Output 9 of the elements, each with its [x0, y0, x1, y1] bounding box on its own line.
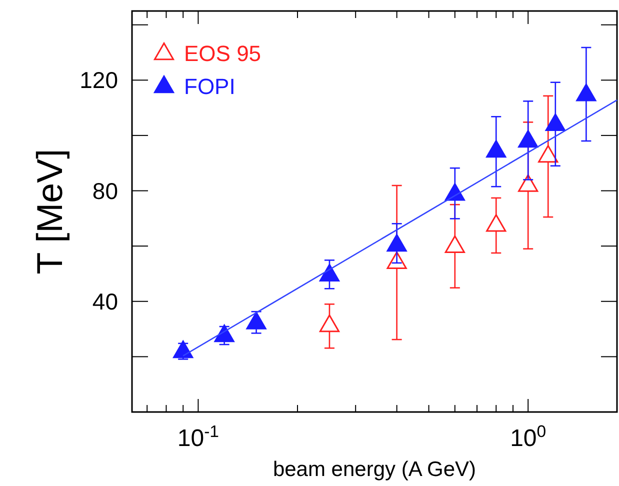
y-tick-label: 80 [92, 178, 118, 204]
legend-label: FOPI [184, 74, 236, 99]
x-tick-label: 10$^{0}$ [510, 422, 546, 452]
y-tick-label: 120 [80, 67, 118, 94]
legend-label: EOS 95 [184, 41, 262, 66]
y-tick-label: 40 [92, 288, 118, 314]
x-axis-title: beam energy (A GeV) [272, 458, 476, 481]
y-axis-title: T [MeV] [29, 148, 70, 274]
x-tick-label: 10$^{-1}$ [177, 422, 220, 452]
